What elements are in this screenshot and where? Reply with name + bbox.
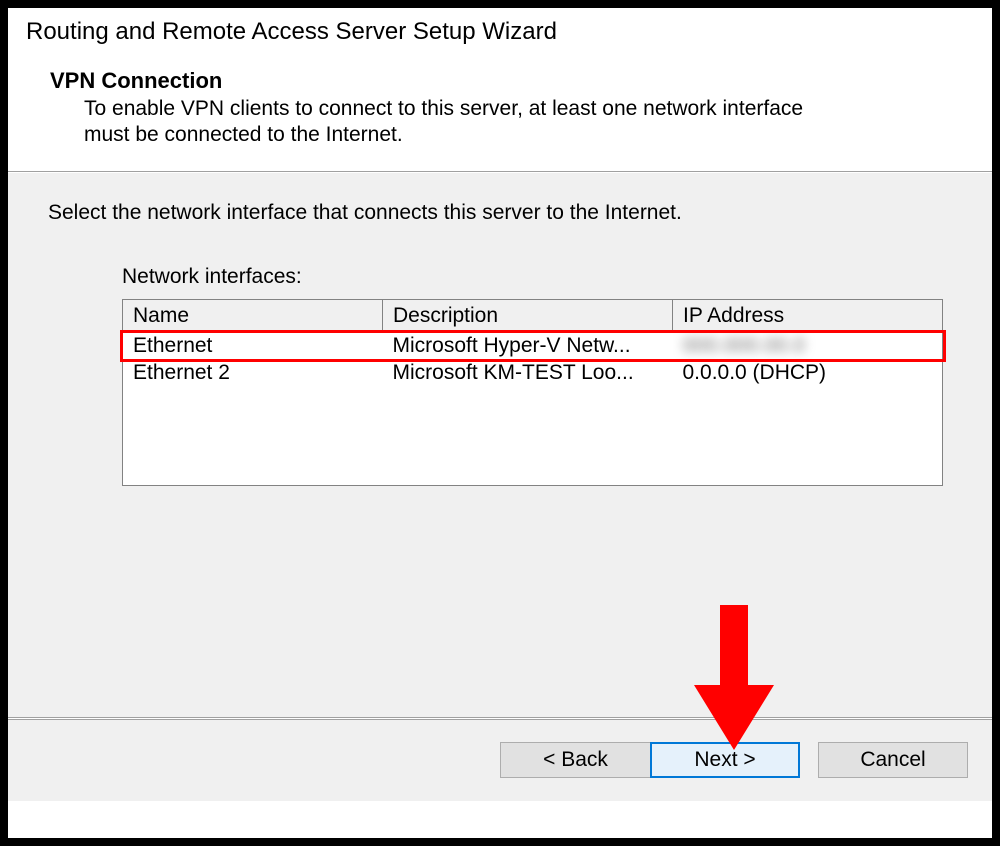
wizard-body: Select the network interface that connec…	[8, 173, 992, 717]
column-name[interactable]: Name	[123, 299, 383, 332]
back-button[interactable]: < Back	[500, 742, 650, 778]
next-button[interactable]: Next >	[650, 742, 800, 778]
nav-button-group: < Back Next >	[500, 742, 800, 778]
table-header-row[interactable]: Name Description IP Address	[123, 299, 943, 332]
cell-ip: 000.000.00.0	[673, 332, 943, 360]
network-interfaces-table[interactable]: Name Description IP Address EthernetMicr…	[122, 299, 943, 487]
cell-name: Ethernet	[123, 332, 383, 360]
table-row[interactable]: EthernetMicrosoft Hyper-V Netw...000.000…	[123, 332, 943, 360]
cell-description: Microsoft Hyper-V Netw...	[383, 332, 673, 360]
network-interfaces-table-wrap: Name Description IP Address EthernetMicr…	[122, 299, 942, 487]
wizard-footer: < Back Next > Cancel	[8, 719, 992, 801]
cancel-button[interactable]: Cancel	[818, 742, 968, 778]
table-row[interactable]: Ethernet 2Microsoft KM-TEST Loo...0.0.0.…	[123, 360, 943, 486]
wizard-header: Routing and Remote Access Server Setup W…	[8, 8, 992, 171]
wizard-title: Routing and Remote Access Server Setup W…	[26, 18, 974, 46]
column-ip[interactable]: IP Address	[673, 299, 943, 332]
cell-name: Ethernet 2	[123, 360, 383, 486]
cell-description: Microsoft KM-TEST Loo...	[383, 360, 673, 486]
table-label: Network interfaces:	[122, 265, 952, 289]
column-description[interactable]: Description	[383, 299, 673, 332]
section-title: VPN Connection	[50, 68, 974, 94]
instruction-text: Select the network interface that connec…	[48, 201, 952, 225]
wizard-dialog: Routing and Remote Access Server Setup W…	[0, 0, 1000, 846]
cell-ip: 0.0.0.0 (DHCP)	[673, 360, 943, 486]
section-description: To enable VPN clients to connect to this…	[84, 96, 844, 149]
